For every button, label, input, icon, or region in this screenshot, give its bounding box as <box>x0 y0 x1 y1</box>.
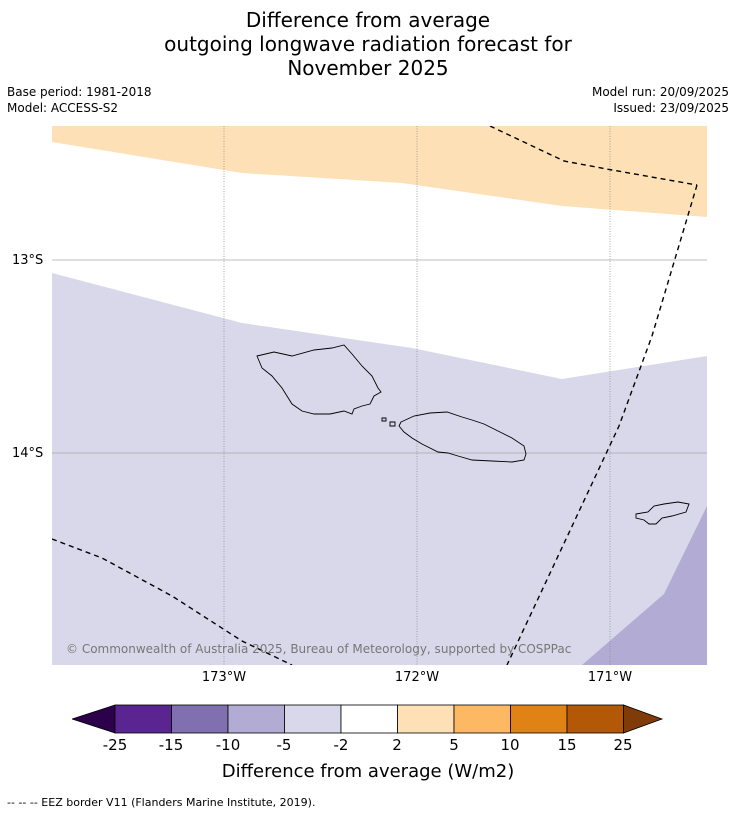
lon-label-173w: 173°W <box>201 670 247 685</box>
colorbar-segment <box>171 704 229 734</box>
chart-title: Difference from average outgoing longwav… <box>0 8 736 80</box>
lon-label-172w: 172°W <box>394 670 440 685</box>
colorbar-segment <box>566 704 624 734</box>
colorbar-tick: 25 <box>613 736 633 754</box>
island-tutuila <box>635 501 690 525</box>
colorbar-tick: 10 <box>500 736 520 754</box>
colorbar <box>72 704 664 734</box>
map-panel: © Commonwealth of Australia 2025, Bureau… <box>52 126 707 665</box>
base-period: Base period: 1981-2018 <box>7 85 152 99</box>
colorbar-tick: -15 <box>158 736 184 754</box>
colorbar-tick: 15 <box>557 736 577 754</box>
colorbar-segment <box>114 704 172 734</box>
colorbar-segment <box>284 704 342 734</box>
colorbar-tick: 5 <box>449 736 459 754</box>
model-name: Model: ACCESS-S2 <box>7 101 119 115</box>
colorbar-segment <box>453 704 511 734</box>
eez-border-north <box>489 126 698 186</box>
model-run: Model run: 20/09/2025 <box>591 85 729 99</box>
colorbar-tick: -10 <box>215 736 241 754</box>
issued-date: Issued: 23/09/2025 <box>613 101 729 115</box>
colorbar-tick: -25 <box>102 736 128 754</box>
copyright-text: © Commonwealth of Australia 2025, Bureau… <box>66 642 571 656</box>
meta-left: Base period: 1981-2018 Model: ACCESS-S2 <box>7 84 152 116</box>
region-purple-mid <box>582 506 707 665</box>
region-orange-light <box>52 126 707 217</box>
colorbar-extend-low <box>72 704 116 734</box>
lon-label-171w: 171°W <box>587 670 633 685</box>
colorbar-segment <box>340 704 398 734</box>
region-purple-light <box>52 273 707 665</box>
colorbar-segment <box>510 704 568 734</box>
colorbar-tick: -5 <box>276 736 292 754</box>
colorbar-extend-high <box>623 704 664 734</box>
island-manono <box>381 417 387 422</box>
island-upolu <box>398 411 527 463</box>
eez-footnote: -- -- -- EEZ border V11 (Flanders Marine… <box>7 796 316 809</box>
colorbar-tick: 2 <box>392 736 402 754</box>
colorbar-segment <box>227 704 285 734</box>
eez-border-southwest <box>52 538 293 665</box>
lat-label-13s: 13°S <box>12 253 44 268</box>
colorbar-label: Difference from average (W/m2) <box>221 761 515 782</box>
title-line-3: November 2025 <box>287 56 449 80</box>
title-line-1: Difference from average <box>245 8 491 32</box>
colorbar-tick: -2 <box>333 736 349 754</box>
colorbar-segment <box>397 704 455 734</box>
title-line-2: outgoing longwave radiation forecast for <box>164 32 572 56</box>
island-savaii <box>256 344 382 415</box>
meta-right: Model run: 20/09/2025 Issued: 23/09/2025 <box>592 84 729 116</box>
island-apolima <box>389 421 396 427</box>
lat-label-14s: 14°S <box>12 446 44 461</box>
